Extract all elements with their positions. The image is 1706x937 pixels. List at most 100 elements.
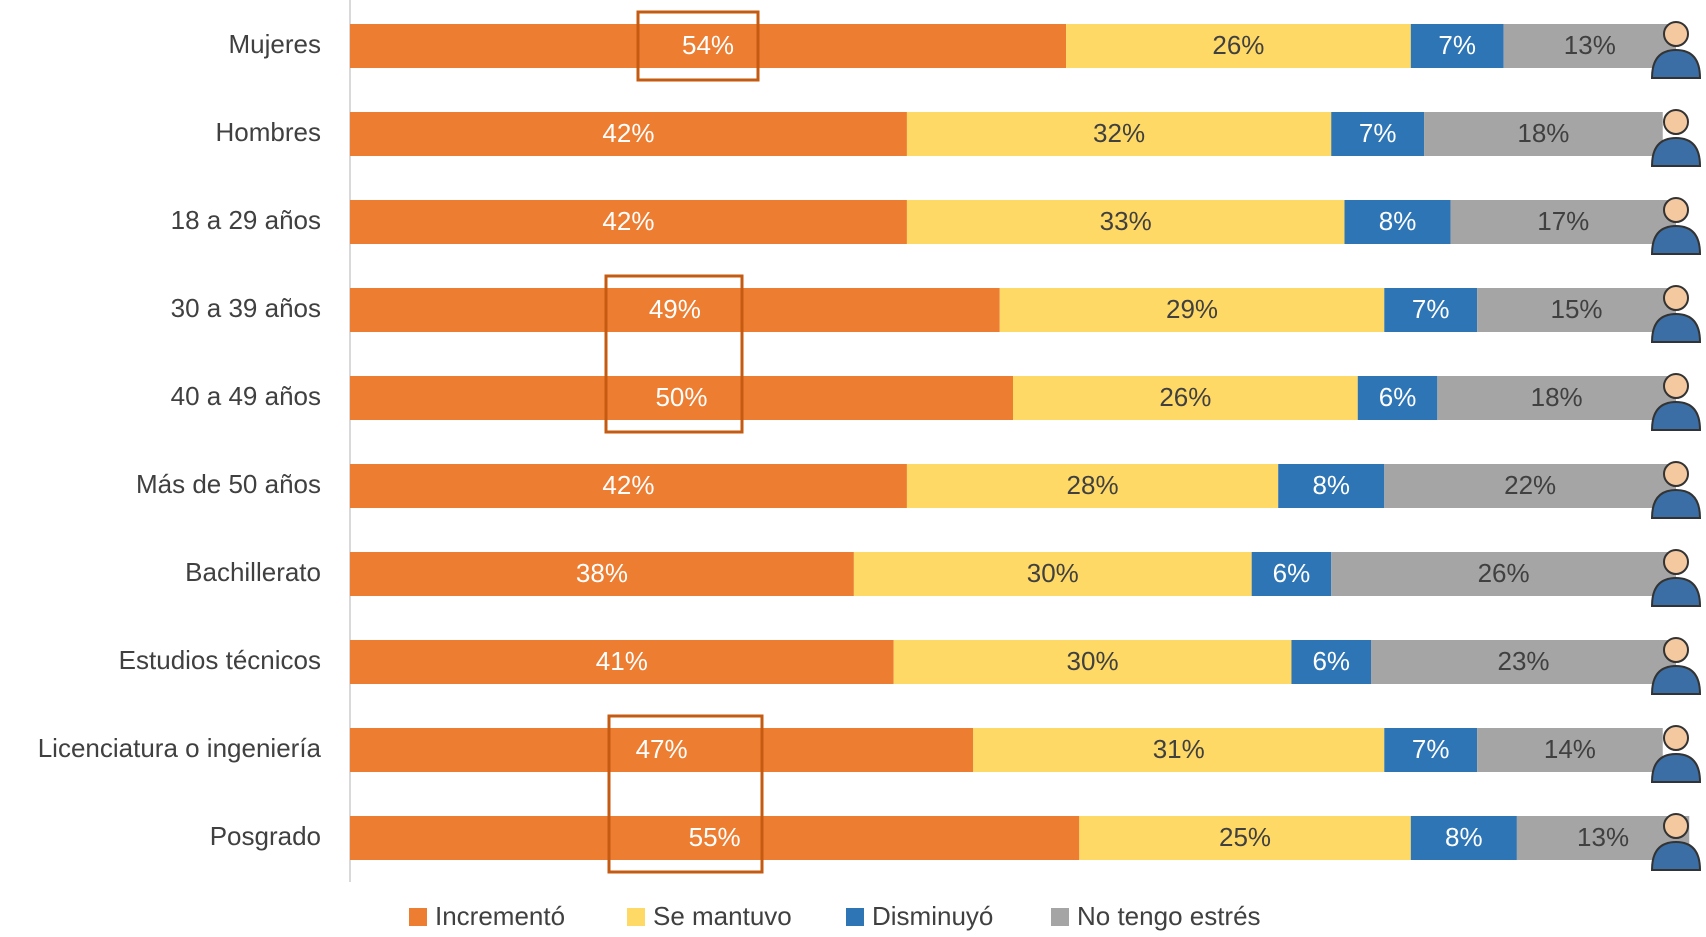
category-label: 40 a 49 años: [171, 381, 321, 411]
bar-segment: [1503, 24, 1676, 68]
value-label: 26%: [1212, 30, 1264, 60]
bar-segment: [1477, 288, 1676, 332]
legend-label: Incrementó: [435, 901, 565, 931]
value-label: 15%: [1551, 294, 1603, 324]
bar-segment: [350, 200, 907, 244]
legend-swatch: [409, 908, 427, 926]
value-label: 14%: [1544, 734, 1596, 764]
value-label: 17%: [1537, 206, 1589, 236]
bar-segment: [1384, 288, 1478, 332]
value-label: 30%: [1067, 646, 1119, 676]
bar-segment: [853, 552, 1252, 596]
person-icon: [1650, 312, 1702, 343]
person-icon: [1663, 813, 1689, 839]
value-label: 8%: [1312, 470, 1350, 500]
bar-segment: [1450, 200, 1676, 244]
highlight-box: [607, 714, 764, 874]
bar-segment: [999, 288, 1385, 332]
person-icon: [1650, 400, 1702, 431]
value-label: 49%: [649, 294, 701, 324]
bar-segment: [350, 552, 854, 596]
value-label: 29%: [1166, 294, 1218, 324]
category-label: Más de 50 años: [136, 469, 321, 499]
bar-segment: [1357, 376, 1438, 420]
bar-segment: [1079, 816, 1411, 860]
value-label: 18%: [1517, 118, 1569, 148]
value-label: 42%: [602, 206, 654, 236]
bar-segment: [1278, 464, 1385, 508]
legend-swatch: [1051, 908, 1069, 926]
bar-segment: [1424, 112, 1663, 156]
highlight-box: [604, 274, 744, 434]
bar-segment: [1371, 640, 1676, 684]
person-icon: [1650, 664, 1702, 695]
value-label: 47%: [636, 734, 688, 764]
highlight-box: [636, 10, 760, 82]
legend-swatch: [846, 908, 864, 926]
value-label: 6%: [1273, 558, 1311, 588]
category-label: Hombres: [216, 117, 321, 147]
value-label: 8%: [1445, 822, 1483, 852]
value-label: 42%: [602, 470, 654, 500]
value-label: 7%: [1359, 118, 1397, 148]
value-label: 33%: [1100, 206, 1152, 236]
person-icon: [1650, 752, 1702, 783]
category-label: Estudios técnicos: [119, 645, 321, 675]
bar-segment: [1344, 200, 1451, 244]
person-icon: [1650, 48, 1702, 79]
bar-segment: [1384, 464, 1676, 508]
person-icon: [1663, 373, 1689, 399]
bar-segment: [973, 728, 1385, 772]
value-label: 31%: [1153, 734, 1205, 764]
legend-label: Disminuyó: [872, 901, 993, 931]
bar-segment: [350, 640, 894, 684]
bar-segment: [350, 24, 1067, 68]
person-icon: [1663, 197, 1689, 223]
bar-segment: [1477, 728, 1663, 772]
person-icon: [1663, 725, 1689, 751]
value-label: 41%: [596, 646, 648, 676]
bar-segment: [1384, 728, 1478, 772]
value-label: 30%: [1027, 558, 1079, 588]
bar-segment: [1331, 112, 1425, 156]
bar-segment: [350, 112, 907, 156]
value-label: 22%: [1504, 470, 1556, 500]
value-label: 32%: [1093, 118, 1145, 148]
person-icon: [1663, 461, 1689, 487]
person-icon: [1650, 136, 1702, 167]
value-label: 18%: [1531, 382, 1583, 412]
bar-segment: [1437, 376, 1676, 420]
bar-segment: [1410, 816, 1517, 860]
value-label: 13%: [1564, 30, 1616, 60]
person-icon: [1650, 488, 1702, 519]
category-label: Mujeres: [229, 29, 321, 59]
bar-segment: [1410, 24, 1504, 68]
bar-segment: [350, 464, 907, 508]
bar-segment: [906, 112, 1332, 156]
bar-segment: [1013, 376, 1358, 420]
value-label: 7%: [1412, 734, 1450, 764]
value-label: 6%: [1379, 382, 1417, 412]
value-label: 8%: [1379, 206, 1417, 236]
bar-segment: [1331, 552, 1676, 596]
value-label: 25%: [1219, 822, 1271, 852]
legend-label: No tengo estrés: [1077, 901, 1261, 931]
value-label: 7%: [1412, 294, 1450, 324]
value-label: 50%: [655, 382, 707, 412]
person-icon: [1650, 224, 1702, 255]
bar-segment: [893, 640, 1292, 684]
bar-segment: [906, 464, 1279, 508]
category-label: 30 a 39 años: [171, 293, 321, 323]
value-label: 42%: [602, 118, 654, 148]
bar-segment: [1066, 24, 1411, 68]
person-icon: [1663, 109, 1689, 135]
person-icon: [1663, 21, 1689, 47]
legend-label: Se mantuvo: [653, 901, 792, 931]
value-label: 13%: [1577, 822, 1629, 852]
person-icon: [1663, 285, 1689, 311]
person-icon: [1663, 637, 1689, 663]
value-label: 6%: [1312, 646, 1350, 676]
legend-swatch: [627, 908, 645, 926]
category-label: 18 a 29 años: [171, 205, 321, 235]
